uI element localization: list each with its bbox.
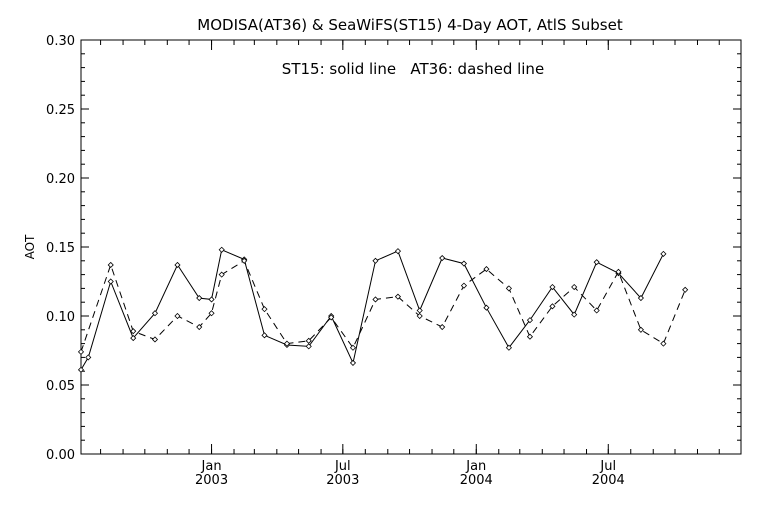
- data-point-at36: [218, 271, 225, 278]
- x-tick-label-month: Jul: [334, 459, 351, 474]
- y-tick-label: 0.30: [46, 34, 75, 49]
- data-point-st15: [483, 304, 490, 311]
- data-point-at36: [328, 314, 335, 321]
- y-axis-label: AOT: [23, 234, 37, 259]
- data-point-st15: [637, 294, 644, 302]
- data-point-at36: [416, 312, 423, 320]
- data-point-at36: [571, 283, 578, 291]
- data-point-st15: [349, 359, 357, 366]
- chart-title: MODISA(AT36) & SeaWiFS(ST15) 4-Day AOT, …: [197, 16, 623, 34]
- data-point-at36: [77, 348, 85, 355]
- data-point-st15: [394, 248, 402, 255]
- data-point-st15: [372, 257, 379, 264]
- data-point-at36: [174, 312, 181, 320]
- series-line-st15: [80, 249, 664, 371]
- y-tick-label: 0.05: [46, 379, 75, 394]
- legend-annotation: ST15: solid line AT36: dashed line: [282, 60, 544, 78]
- data-point-st15: [107, 278, 114, 285]
- data-point-at36: [660, 340, 667, 347]
- data-point-at36: [505, 285, 512, 292]
- data-point-at36: [394, 293, 402, 300]
- data-point-at36: [305, 337, 312, 344]
- y-tick-label: 0.00: [46, 448, 75, 463]
- data-point-at36: [615, 268, 622, 275]
- data-point-st15: [439, 254, 446, 262]
- series-layer: [77, 246, 689, 373]
- data-point-at36: [151, 336, 159, 343]
- data-point-st15: [549, 283, 556, 291]
- data-point-st15: [660, 250, 667, 257]
- data-point-at36: [682, 286, 689, 293]
- data-point-st15: [85, 354, 92, 361]
- x-tick-label-year: 2004: [460, 473, 493, 488]
- data-point-at36: [349, 344, 357, 351]
- x-tick-label-year: 2004: [592, 473, 625, 488]
- data-point-at36: [593, 307, 600, 314]
- data-point-at36: [460, 282, 468, 289]
- data-point-st15: [218, 246, 225, 253]
- data-point-st15: [460, 260, 468, 267]
- data-point-st15: [77, 366, 85, 373]
- data-point-at36: [107, 261, 114, 269]
- y-tick-label: 0.10: [46, 310, 75, 325]
- y-tick-label: 0.15: [46, 241, 75, 256]
- data-point-st15: [571, 311, 578, 318]
- data-point-st15: [208, 296, 215, 303]
- data-point-at36: [283, 340, 291, 347]
- y-tick-label: 0.25: [46, 103, 75, 118]
- data-point-st15: [305, 343, 312, 350]
- data-point-st15: [151, 310, 159, 317]
- data-point-at36: [208, 310, 215, 317]
- x-tick-label-month: Jan: [465, 459, 486, 474]
- data-point-st15: [196, 294, 203, 302]
- data-point-st15: [593, 259, 600, 266]
- data-point-st15: [416, 307, 423, 314]
- data-point-st15: [261, 332, 268, 339]
- data-point-at36: [526, 333, 534, 340]
- x-tick-label-year: 2003: [326, 473, 359, 488]
- data-point-st15: [174, 261, 181, 269]
- data-point-at36: [637, 326, 644, 333]
- series-line-at36: [80, 260, 686, 353]
- data-point-st15: [526, 317, 534, 324]
- data-point-at36: [483, 266, 490, 273]
- data-point-at36: [549, 303, 556, 310]
- data-point-st15: [505, 344, 512, 351]
- data-point-at36: [261, 306, 268, 313]
- plot-frame: [80, 39, 742, 455]
- data-point-at36: [372, 296, 379, 303]
- data-point-at36: [241, 257, 248, 264]
- y-axis: 0.00 0.05 0.10 0.15 0.20 0.25 0.30: [46, 34, 741, 463]
- x-tick-label-month: Jan: [201, 459, 222, 474]
- data-point-at36: [130, 328, 137, 335]
- y-tick-label: 0.20: [46, 172, 75, 187]
- data-point-at36: [439, 323, 446, 331]
- x-tick-label-month: Jul: [599, 459, 616, 474]
- data-point-st15: [130, 335, 137, 342]
- x-tick-label-year: 2003: [195, 473, 228, 488]
- data-point-at36: [196, 323, 203, 331]
